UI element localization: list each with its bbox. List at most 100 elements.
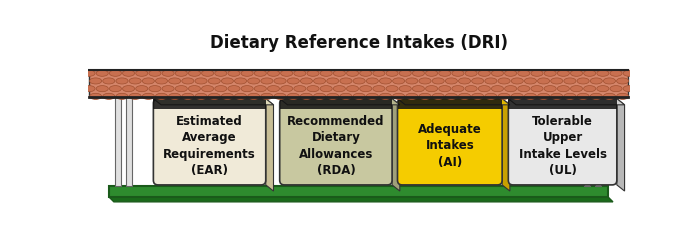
Ellipse shape [142,79,155,85]
Ellipse shape [241,86,253,92]
Ellipse shape [149,71,161,77]
Ellipse shape [122,86,134,92]
FancyBboxPatch shape [115,98,121,187]
FancyBboxPatch shape [280,99,392,110]
Ellipse shape [610,71,622,77]
Ellipse shape [399,86,412,92]
Text: Estimated
Average
Requirements
(EAR): Estimated Average Requirements (EAR) [163,114,256,176]
Ellipse shape [149,86,161,92]
Ellipse shape [531,86,543,92]
Text: Recommended
Dietary
Allowances
(RDA): Recommended Dietary Allowances (RDA) [287,114,384,176]
Ellipse shape [491,71,503,77]
Ellipse shape [327,79,339,85]
FancyBboxPatch shape [126,98,132,187]
Ellipse shape [617,94,629,100]
Ellipse shape [208,94,220,100]
Ellipse shape [129,79,141,85]
Ellipse shape [175,86,188,92]
Ellipse shape [281,71,293,77]
Ellipse shape [577,94,589,100]
Ellipse shape [531,71,543,77]
Ellipse shape [379,94,391,100]
Ellipse shape [300,79,312,85]
Ellipse shape [116,79,128,85]
Ellipse shape [452,86,464,92]
Ellipse shape [83,71,95,77]
Polygon shape [617,99,624,191]
Ellipse shape [524,79,536,85]
FancyBboxPatch shape [398,99,502,185]
Text: Tolerable
Upper
Intake Levels
(UL): Tolerable Upper Intake Levels (UL) [519,114,607,176]
Ellipse shape [524,94,536,100]
Ellipse shape [162,71,174,77]
Ellipse shape [215,71,227,77]
Ellipse shape [603,94,615,100]
Ellipse shape [360,71,372,77]
Ellipse shape [320,86,332,92]
Ellipse shape [215,86,227,92]
Ellipse shape [109,71,122,77]
Ellipse shape [320,71,332,77]
Ellipse shape [208,79,220,85]
Ellipse shape [465,71,477,77]
Ellipse shape [544,71,556,77]
FancyBboxPatch shape [153,99,266,185]
Ellipse shape [393,79,405,85]
Ellipse shape [623,86,636,92]
Ellipse shape [564,94,576,100]
FancyBboxPatch shape [584,98,589,187]
Text: Dietary Reference Intakes (DRI): Dietary Reference Intakes (DRI) [210,34,508,52]
Ellipse shape [327,94,339,100]
Ellipse shape [610,86,622,92]
Ellipse shape [195,79,207,85]
Ellipse shape [412,86,424,92]
Ellipse shape [584,86,596,92]
Ellipse shape [340,94,352,100]
FancyBboxPatch shape [508,99,617,185]
Ellipse shape [221,79,233,85]
Ellipse shape [346,86,358,92]
Ellipse shape [155,94,167,100]
Ellipse shape [577,79,589,85]
Ellipse shape [241,71,253,77]
Ellipse shape [412,71,424,77]
FancyBboxPatch shape [280,99,392,185]
Polygon shape [153,99,274,105]
Ellipse shape [623,71,636,77]
Ellipse shape [485,94,497,100]
Ellipse shape [393,94,405,100]
Ellipse shape [182,79,194,85]
Ellipse shape [439,86,451,92]
Ellipse shape [426,71,438,77]
Ellipse shape [570,86,582,92]
Ellipse shape [439,71,451,77]
Ellipse shape [472,94,484,100]
Ellipse shape [122,71,134,77]
Ellipse shape [169,79,181,85]
Ellipse shape [202,71,214,77]
Ellipse shape [103,94,115,100]
Ellipse shape [445,94,457,100]
Ellipse shape [518,71,530,77]
Ellipse shape [465,86,477,92]
Ellipse shape [478,86,491,92]
Ellipse shape [254,86,267,92]
Ellipse shape [287,79,300,85]
Ellipse shape [281,86,293,92]
Ellipse shape [379,79,391,85]
Ellipse shape [314,94,326,100]
Polygon shape [109,197,613,202]
Polygon shape [392,99,400,191]
Ellipse shape [505,86,517,92]
Ellipse shape [228,71,240,77]
Ellipse shape [505,71,517,77]
FancyBboxPatch shape [595,98,601,187]
Ellipse shape [603,79,615,85]
Ellipse shape [366,94,379,100]
Polygon shape [266,99,274,191]
Ellipse shape [590,94,602,100]
Ellipse shape [597,71,609,77]
Ellipse shape [267,71,279,77]
Ellipse shape [406,94,418,100]
Ellipse shape [557,86,569,92]
